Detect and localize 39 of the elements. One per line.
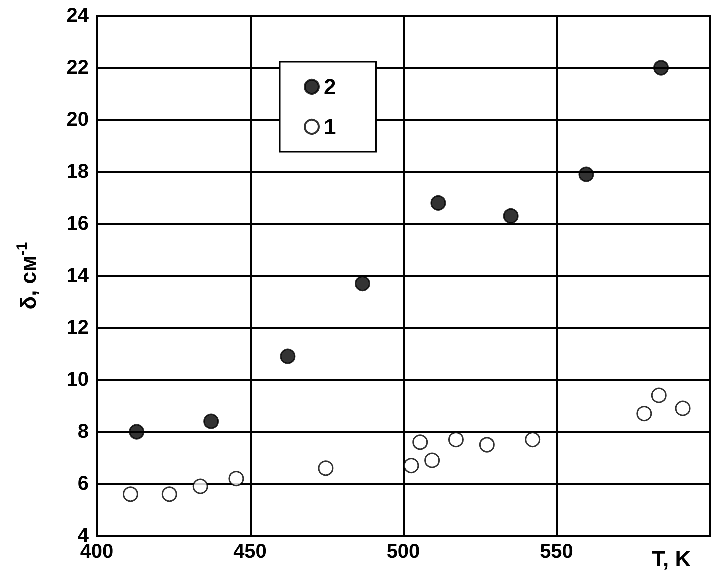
point <box>318 460 334 476</box>
y-tick-label: 14 <box>66 265 90 287</box>
point <box>129 424 145 440</box>
x-tick-label: 500 <box>386 541 420 563</box>
point <box>651 388 667 404</box>
y-tick-label: 12 <box>66 317 89 339</box>
point <box>228 471 244 487</box>
point <box>204 414 220 430</box>
point <box>654 60 670 76</box>
legend-label: 2 <box>324 74 336 100</box>
y-axis-title: δ, см-1 <box>14 242 41 310</box>
point <box>424 452 440 468</box>
y-tick-label: 20 <box>66 109 89 131</box>
legend-label: 1 <box>324 114 336 140</box>
point <box>192 478 208 494</box>
point <box>578 166 594 182</box>
x-tick-label: 450 <box>234 541 267 563</box>
y-tick-label: 22 <box>66 57 89 79</box>
point <box>122 486 138 502</box>
point <box>430 195 446 211</box>
y-tick-label: 10 <box>66 369 89 391</box>
y-tick-label: 6 <box>78 473 89 495</box>
x-tick-label: 550 <box>540 541 574 563</box>
point <box>404 458 420 474</box>
point <box>636 406 652 422</box>
point <box>162 486 178 502</box>
point <box>479 437 495 453</box>
x-axis-title: T, K <box>652 546 692 572</box>
y-tick-label: 8 <box>78 421 89 443</box>
point <box>448 432 464 448</box>
point <box>412 434 428 450</box>
point <box>525 432 541 448</box>
point <box>280 348 296 364</box>
y-tick-label: 24 <box>66 5 90 27</box>
point <box>503 208 519 224</box>
y-tick-label: 16 <box>66 213 89 235</box>
y-tick-label: 18 <box>66 161 89 183</box>
point <box>355 276 370 292</box>
point <box>675 400 691 416</box>
